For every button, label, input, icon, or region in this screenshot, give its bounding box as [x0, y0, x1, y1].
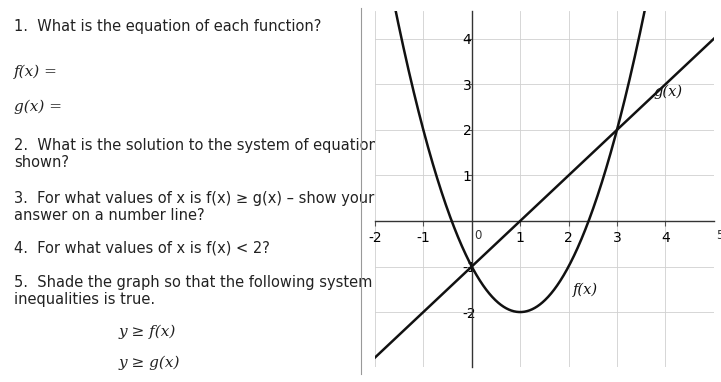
- Text: 4.  For what values of x is f(x) < 2?: 4. For what values of x is f(x) < 2?: [14, 241, 270, 256]
- Text: g(x): g(x): [653, 84, 682, 99]
- Text: 2.  What is the solution to the system of equations
shown?: 2. What is the solution to the system of…: [14, 138, 386, 170]
- Text: g(x) =: g(x) =: [14, 99, 63, 114]
- Text: y ≥ g(x): y ≥ g(x): [119, 355, 180, 370]
- Text: y ≥ f(x): y ≥ f(x): [119, 325, 177, 339]
- Text: 5: 5: [716, 229, 721, 242]
- Text: f(x) =: f(x) =: [14, 65, 58, 79]
- Text: 5.  Shade the graph so that the following system of
inequalities is true.: 5. Shade the graph so that the following…: [14, 275, 392, 308]
- Text: 1.  What is the equation of each function?: 1. What is the equation of each function…: [14, 19, 322, 34]
- Text: 3.  For what values of x is f(x) ≥ g(x) – show your
answer on a number line?: 3. For what values of x is f(x) ≥ g(x) –…: [14, 191, 375, 223]
- Text: f(x): f(x): [573, 282, 598, 297]
- Text: 0: 0: [474, 229, 482, 242]
